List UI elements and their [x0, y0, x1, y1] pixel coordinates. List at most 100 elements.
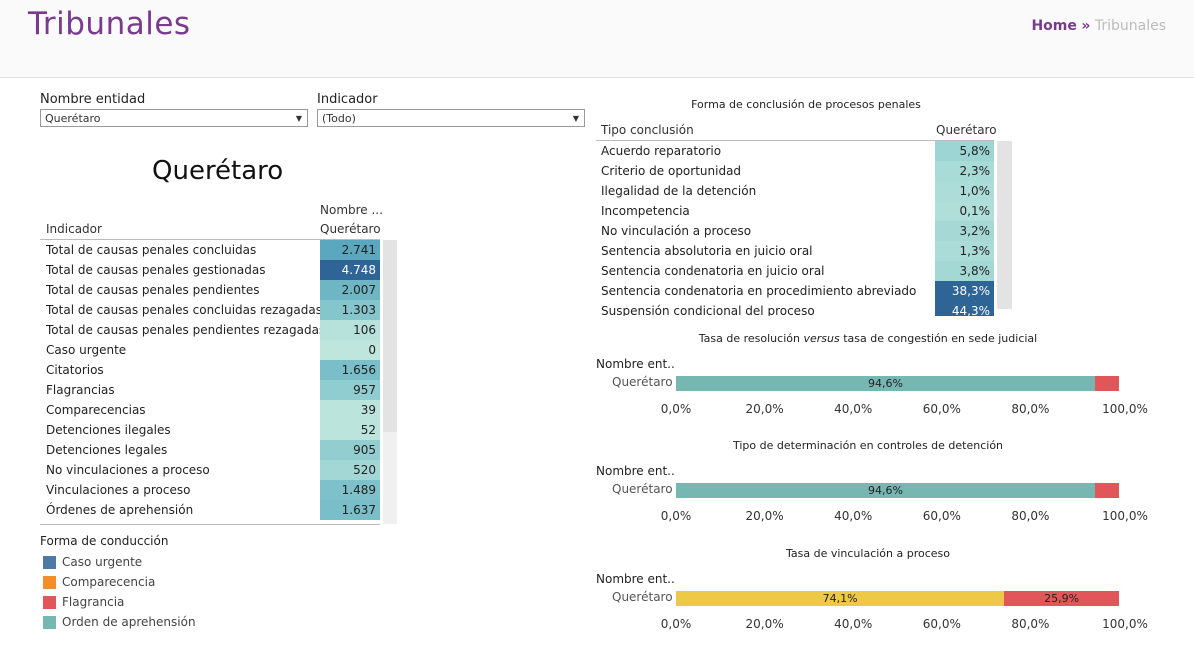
breadcrumb-separator: »	[1081, 18, 1091, 34]
x-tick-label: 20,0%	[745, 402, 784, 416]
breadcrumb-home-link[interactable]: Home	[1031, 18, 1077, 34]
x-tick-label: 100,0%	[1102, 509, 1148, 523]
conclusion-value: 1,3%	[935, 241, 994, 261]
indicator-value: 1.637	[320, 500, 380, 520]
x-tick-label: 100,0%	[1102, 617, 1148, 631]
x-tick-label: 0,0%	[660, 509, 692, 523]
x-tick-label: 80,0%	[1011, 617, 1050, 631]
x-tick-label: 40,0%	[834, 509, 873, 523]
legend-swatch	[43, 556, 56, 569]
conclusion-label: No vinculación a proceso	[601, 224, 752, 238]
category-label: Querétaro	[612, 590, 673, 604]
table-scrollbar-thumb[interactable]	[383, 240, 397, 432]
y-axis-label: Nombre ent..	[596, 357, 675, 371]
conclusion-value: 2,3%	[935, 161, 994, 181]
indicator-value: 1.656	[320, 360, 380, 380]
conclusion-value: 3,2%	[935, 221, 994, 241]
table-row[interactable]: Total de causas penales concluidas rezag…	[40, 300, 380, 320]
x-tick-label: 80,0%	[1011, 402, 1050, 416]
indicator-value: 2.741	[320, 240, 380, 260]
chart-title: Tasa de vinculación a proceso	[785, 547, 951, 560]
bar-segment[interactable]	[1095, 376, 1119, 391]
indicator-select[interactable]: (Todo) ▼	[317, 109, 585, 127]
table-row[interactable]: No vinculaciones a proceso 520	[40, 460, 380, 480]
table-row[interactable]: Órdenes de aprehensión 1.637	[40, 500, 380, 520]
category-label: Querétaro	[612, 375, 673, 389]
table-row[interactable]: Flagrancias 957	[40, 380, 380, 400]
chart-title: Tipo de determinación en controles de de…	[732, 439, 1004, 452]
indicator-value: 520	[320, 460, 380, 480]
x-tick-label: 20,0%	[745, 617, 784, 631]
indicator-label: Total de causas penales pendientes	[46, 283, 260, 297]
indicator-select-value: (Todo)	[322, 112, 356, 125]
entity-heading: Querétaro	[152, 156, 284, 186]
legend-swatch	[43, 576, 56, 589]
x-tick-label: 80,0%	[1011, 509, 1050, 523]
bar-segment[interactable]	[1095, 483, 1119, 498]
table-row[interactable]: Criterio de oportunidad 2,3%	[596, 161, 996, 181]
table-row[interactable]: Ilegalidad de la detención 1,0%	[596, 181, 996, 201]
indicator-value: 905	[320, 440, 380, 460]
conclusion-type-column-header[interactable]: Tipo conclusión	[601, 123, 694, 137]
indicator-table-body: Total de causas penales concluidas 2.741 T…	[40, 240, 385, 524]
table-row[interactable]: Citatorios 1.656	[40, 360, 380, 380]
x-tick-label: 40,0%	[834, 402, 873, 416]
table-row[interactable]: Total de causas penales pendientes rezag…	[40, 320, 380, 340]
table-row[interactable]: Total de causas penales gestionadas 4.748	[40, 260, 380, 280]
chart-title: Tasa de resolución versus tasa de conges…	[596, 332, 1140, 345]
indicator-label: Comparecencias	[46, 403, 146, 417]
value-column-header[interactable]: Querétaro	[320, 222, 381, 236]
table-row[interactable]: No vinculación a proceso 3,2%	[596, 221, 996, 241]
indicator-column-header[interactable]: Indicador	[46, 222, 102, 236]
x-tick-label: 60,0%	[922, 402, 961, 416]
table-row[interactable]: Suspensión condicional del proceso 44,3%	[596, 301, 996, 316]
bar-segment[interactable]: 25,9%	[1004, 591, 1119, 606]
indicator-label: Órdenes de aprehensión	[46, 503, 194, 517]
bar-segment[interactable]: 74,1%	[676, 591, 1005, 606]
dropdown-arrow-icon: ▼	[572, 114, 579, 123]
x-tick-label: 60,0%	[922, 617, 961, 631]
indicator-value: 0	[320, 340, 380, 360]
bar-segment[interactable]: 94,6%	[676, 483, 1096, 498]
x-tick-label: 100,0%	[1102, 402, 1148, 416]
conclusion-value: 44,3%	[935, 301, 994, 316]
bar-segment[interactable]: 94,6%	[676, 376, 1096, 391]
indicator-value: 2.007	[320, 280, 380, 300]
chart-title-text: tasa de congestión en sede judicial	[839, 332, 1038, 345]
table-row[interactable]: Comparecencias 39	[40, 400, 380, 420]
table-row[interactable]: Sentencia absolutoria en juicio oral 1,3%	[596, 241, 996, 261]
x-tick-label: 40,0%	[834, 617, 873, 631]
legend-label: Caso urgente	[62, 555, 143, 569]
table-row[interactable]: Caso urgente 0	[40, 340, 380, 360]
conclusion-label: Acuerdo reparatorio	[601, 144, 722, 158]
table-row[interactable]: Vinculaciones a proceso 1.489	[40, 480, 380, 500]
table-row[interactable]: Acuerdo reparatorio 5,8%	[596, 141, 996, 161]
table-row[interactable]: Total de causas penales concluidas 2.741	[40, 240, 380, 260]
conclusion-table-body: Acuerdo reparatorio 5,8% Criterio de oport…	[0, 0, 1194, 316]
legend-swatch	[43, 616, 56, 629]
table-row[interactable]: Detenciones ilegales 52	[40, 420, 380, 440]
conclusion-label: Sentencia condenatoria en juicio oral	[601, 264, 825, 278]
legend-label: Flagrancia	[62, 595, 125, 609]
table-row[interactable]: Incompetencia 0,1%	[596, 201, 996, 221]
conclusion-value-column-header[interactable]: Querétaro	[936, 123, 997, 137]
table-row[interactable]: Sentencia condenatoria en procedimiento …	[596, 281, 996, 301]
chart-title-emphasis: versus	[803, 332, 840, 345]
conclusion-value: 3,8%	[935, 261, 994, 281]
conclusion-scrollbar[interactable]	[997, 141, 1012, 309]
table-header-divider	[40, 239, 380, 240]
table-row[interactable]: Total de causas penales pendientes 2.007	[40, 280, 380, 300]
value-column-header-top[interactable]: Nombre ...	[320, 203, 383, 217]
y-axis-label: Nombre ent..	[596, 464, 675, 478]
conclusion-label: Sentencia condenatoria en procedimiento …	[601, 284, 917, 298]
table-row[interactable]: Detenciones legales 905	[40, 440, 380, 460]
x-tick-label: 0,0%	[660, 402, 692, 416]
entity-select[interactable]: Querétaro ▼	[40, 109, 308, 127]
indicator-label: No vinculaciones a proceso	[46, 463, 210, 477]
dropdown-arrow-icon: ▼	[295, 114, 302, 123]
table-row[interactable]: Sentencia condenatoria en juicio oral 3,8…	[596, 261, 996, 281]
conclusion-label: Suspensión condicional del proceso	[601, 304, 815, 316]
indicator-label: Total de causas penales gestionadas	[46, 263, 266, 277]
indicator-value: 1.303	[320, 300, 380, 320]
conclusion-value: 5,8%	[935, 141, 994, 161]
